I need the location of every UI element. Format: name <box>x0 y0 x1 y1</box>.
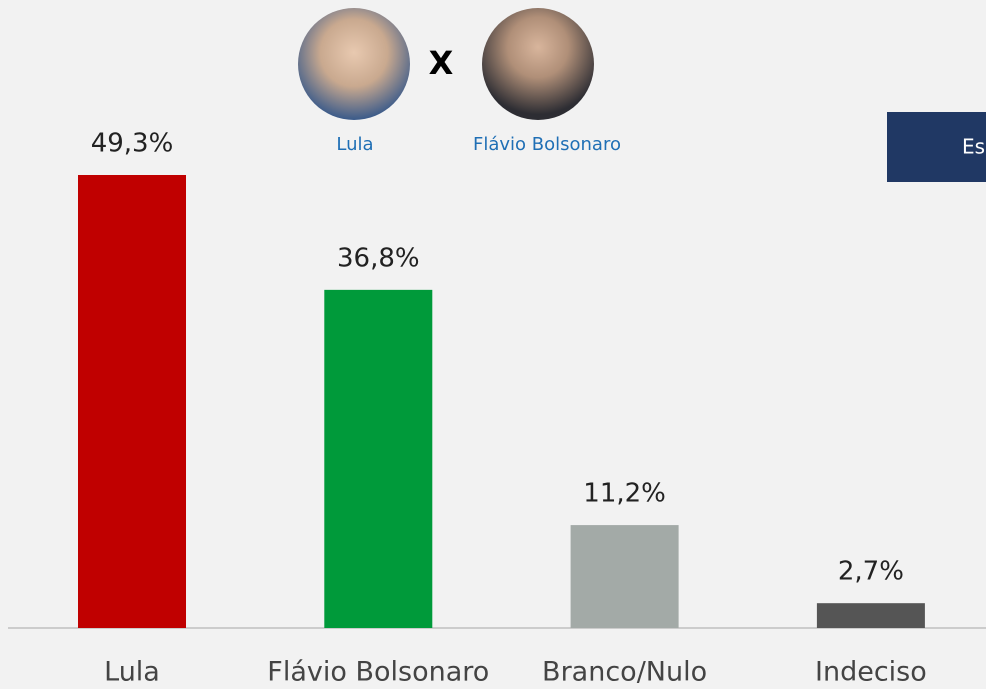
value-label: 11,2% <box>583 479 666 509</box>
candidate-name: Flávio Bolsonaro <box>473 134 621 155</box>
candidate-photo <box>482 8 594 120</box>
button-label[interactable]: Es <box>962 135 985 159</box>
page: X Lula Flávio Bolsonaro Es 49,3% Lula 36,8… <box>0 0 986 689</box>
value-label: 49,3% <box>91 129 174 159</box>
x-tick-label: Lula <box>104 657 160 688</box>
bar <box>324 290 432 628</box>
bar <box>571 525 679 628</box>
bar <box>78 175 186 628</box>
chart: X Lula Flávio Bolsonaro Es 49,3% Lula 36,8… <box>0 0 986 689</box>
candidate-name: Lula <box>336 134 373 155</box>
x-tick-label: Flávio Bolsonaro <box>267 657 489 688</box>
x-tick-label: Branco/Nulo <box>542 657 707 688</box>
value-label: 36,8% <box>337 243 420 273</box>
candidate-photo <box>298 8 410 120</box>
x-tick-label: Indeciso <box>815 657 927 688</box>
versus: X <box>429 44 454 82</box>
bar <box>817 603 925 628</box>
value-label: 2,7% <box>838 557 904 587</box>
